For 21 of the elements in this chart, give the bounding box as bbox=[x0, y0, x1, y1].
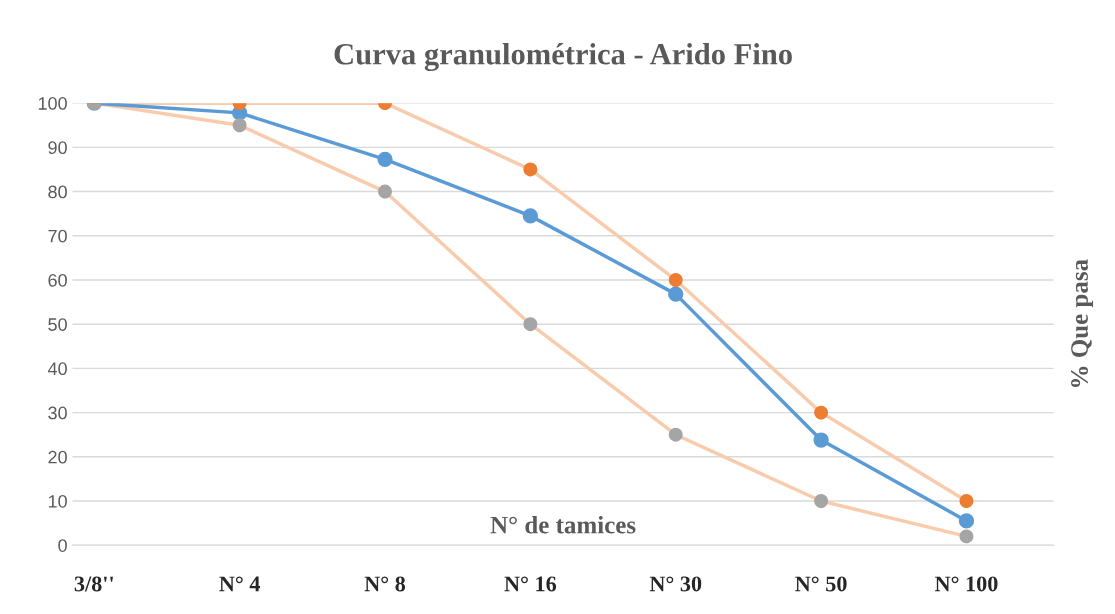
x-tick-label: N° 4 bbox=[219, 576, 261, 592]
chart-title: Curva granulométrica - Arido Fino bbox=[334, 43, 792, 72]
y-tick-label: 70 bbox=[48, 229, 67, 243]
y-tick-label: 80 bbox=[48, 185, 67, 199]
y-tick-label: 20 bbox=[48, 450, 67, 464]
y-tick-label: 0 bbox=[58, 539, 67, 552]
x-tick-label: N° 16 bbox=[504, 576, 557, 592]
x-tick-label: N° 100 bbox=[934, 576, 998, 592]
y-tick-label: 90 bbox=[48, 141, 67, 155]
y-tick-label: 30 bbox=[48, 406, 67, 420]
x-tick-label: N° 50 bbox=[795, 576, 847, 592]
y-tick-label: 50 bbox=[48, 318, 67, 331]
y-tick-label: 100 bbox=[38, 97, 67, 110]
y-axis-title: % Que pasa bbox=[1071, 259, 1094, 387]
y-tick-label: 10 bbox=[48, 494, 67, 508]
x-tick-label: N° 8 bbox=[364, 576, 406, 592]
y-tick-label: 60 bbox=[48, 273, 67, 287]
x-tick-label: N° 30 bbox=[649, 576, 702, 592]
y-tick-label: 40 bbox=[47, 362, 67, 376]
x-tick-label: 3/8'' bbox=[74, 576, 113, 592]
x-axis-title: N° de tamices bbox=[490, 515, 636, 534]
